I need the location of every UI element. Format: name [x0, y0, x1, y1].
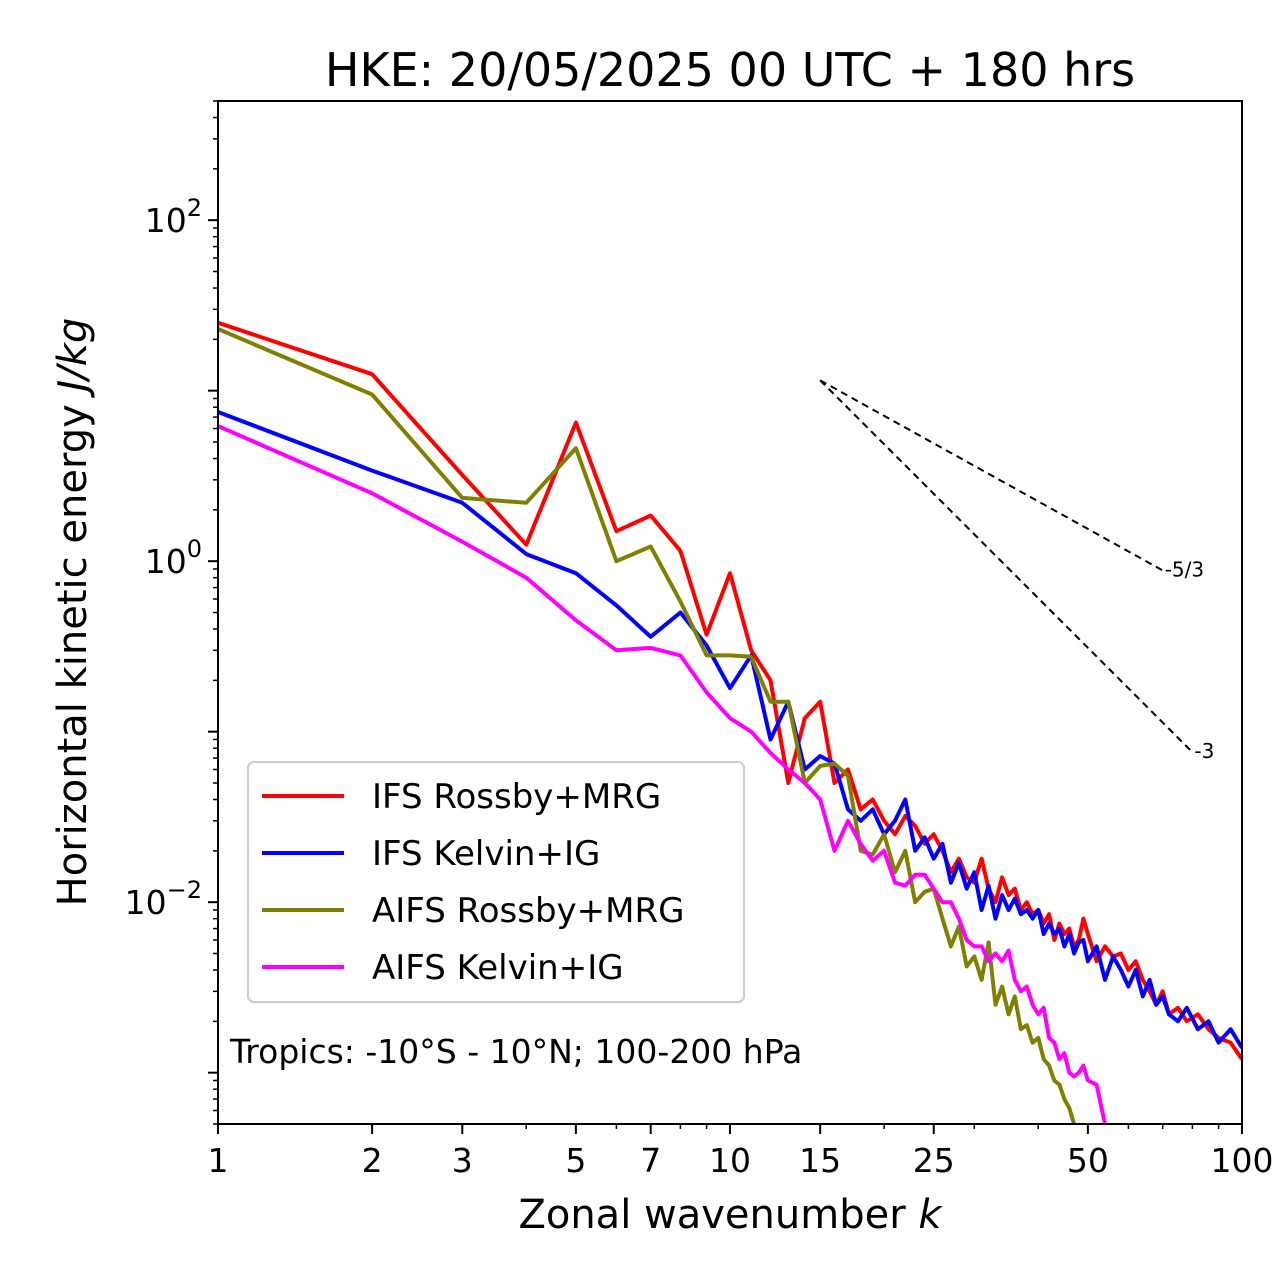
x-tick-label: 50: [1067, 1141, 1109, 1180]
series-line: [218, 320, 1242, 1061]
y-axis-label: Horizontal kinetic energy J/kg: [50, 318, 96, 907]
legend-label: AIFS Rossby+MRG: [372, 891, 684, 931]
reference-slope-label: -5/3: [1165, 557, 1204, 581]
series-line: [218, 327, 1077, 1124]
region-annotation: Tropics: -10°S - 10°N; 100-200 hPa: [229, 1032, 802, 1071]
series-line: [218, 410, 1242, 1049]
x-tick-label: 5: [565, 1141, 586, 1180]
y-axis-label-unit: J/kg: [50, 318, 96, 399]
x-tick-label: 7: [640, 1141, 661, 1180]
y-tick-label: 102: [145, 194, 202, 240]
x-axis-label-text: Zonal wavenumber: [518, 1192, 918, 1238]
legend-box: [247, 761, 745, 1003]
x-axis-label: Zonal wavenumber k: [518, 1192, 943, 1238]
x-axis-label-var: k: [918, 1192, 943, 1238]
x-tick-label: 100: [1211, 1141, 1274, 1180]
y-axis-label-text: Horizontal kinetic energy: [50, 392, 96, 907]
x-tick-label: 10: [709, 1141, 751, 1180]
x-tick-label: 1: [208, 1141, 229, 1180]
reference-slope-line: [819, 379, 1194, 753]
reference-slope-label: -3: [1194, 739, 1214, 763]
legend: IFS Rossby+MRG IFS Kelvin+IG AIFS Rossby+M…: [247, 761, 745, 1003]
legend-label: IFS Kelvin+IG: [372, 834, 600, 874]
legend-label: AIFS Kelvin+IG: [372, 948, 624, 988]
y-tick-label: 10−2: [125, 876, 202, 922]
x-tick-label: 25: [913, 1141, 955, 1180]
x-tick-label: 2: [362, 1141, 383, 1180]
y-tick-label: 100: [145, 535, 202, 581]
axis-ticks: 1 2 3 5 7 10 15 25 50 100 102 100 10−2: [125, 100, 1274, 1180]
reference-slope-line: [819, 379, 1164, 572]
x-tick-label: 3: [452, 1141, 473, 1180]
x-tick-label: 15: [799, 1141, 841, 1180]
reference-slope-labels: -5/3 -3: [1165, 557, 1215, 763]
legend-label: IFS Rossby+MRG: [372, 777, 661, 817]
reference-slope-lines: [819, 379, 1194, 753]
series-line: [218, 424, 1107, 1124]
series-layer: [218, 320, 1242, 1124]
chart-title: HKE: 20/05/2025 00 UTC + 180 hrs: [325, 43, 1135, 97]
